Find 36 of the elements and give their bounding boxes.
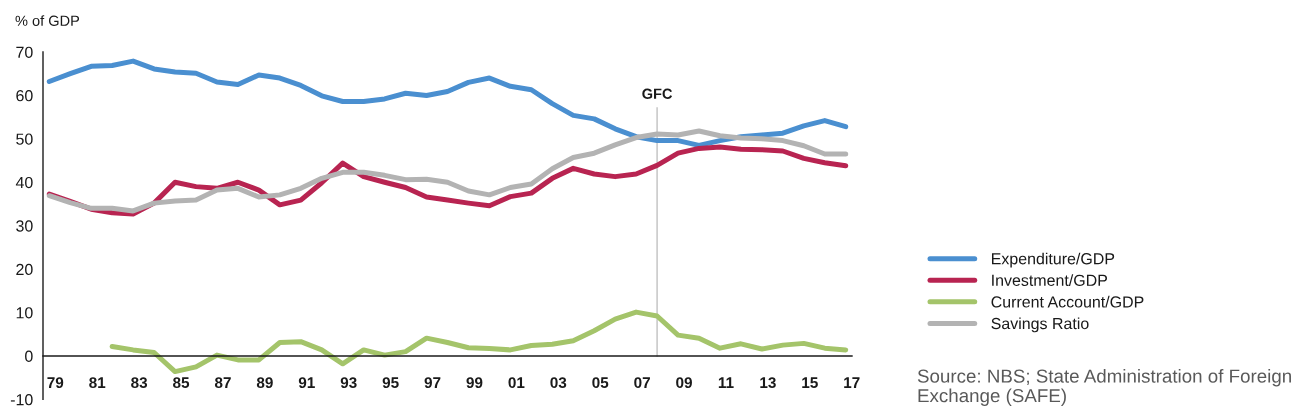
y-axis-title: % of GDP xyxy=(15,15,80,26)
legend-label: Investment/GDP xyxy=(992,274,1108,286)
y-tick-label: -10 xyxy=(10,394,33,406)
x-tick-label: 99 xyxy=(466,377,483,389)
x-tick-label: 13 xyxy=(760,377,776,389)
x-tick-label: 95 xyxy=(382,377,399,389)
x-tick-label: 11 xyxy=(718,377,734,388)
y-tick-label: 40 xyxy=(15,176,33,189)
y-tick-label: 20 xyxy=(16,263,33,276)
source-note: Source: NBS; State Administration of Foreign Exchange (SAFE) xyxy=(917,369,1291,406)
x-tick-label: 91 xyxy=(298,377,315,389)
x-tick-label: 93 xyxy=(340,377,357,389)
y-tick-label: 0 xyxy=(25,350,33,362)
x-tick-label: 79 xyxy=(47,377,64,389)
y-tick-label: 30 xyxy=(16,220,33,232)
y-tick-label: 50 xyxy=(16,133,33,145)
x-tick-label: 87 xyxy=(214,377,231,389)
legend-label: Current Account/GDP xyxy=(991,295,1144,308)
legend-label: Savings Ratio xyxy=(991,317,1089,333)
x-tick-label: 05 xyxy=(592,377,609,389)
x-tick-label: 85 xyxy=(173,377,190,389)
y-tick-label: 60 xyxy=(16,90,33,102)
x-tick-label: 01 xyxy=(508,377,525,389)
x-tick-label: 83 xyxy=(131,377,148,389)
legend-label: Expenditure/GDP xyxy=(992,252,1115,268)
x-tick-label: 81 xyxy=(89,377,106,389)
x-tick-label: 15 xyxy=(802,377,818,389)
x-tick-label: 17 xyxy=(844,377,860,388)
x-tick-label: 07 xyxy=(634,377,650,389)
y-tick-label: 10 xyxy=(16,307,33,319)
x-tick-label: 03 xyxy=(550,377,567,389)
ref-line-label: GFC xyxy=(642,88,673,99)
x-tick-label: 89 xyxy=(256,377,273,389)
x-tick-label: 97 xyxy=(424,377,441,389)
x-tick-label: 09 xyxy=(676,377,692,389)
y-tick-label: 70 xyxy=(16,46,33,58)
